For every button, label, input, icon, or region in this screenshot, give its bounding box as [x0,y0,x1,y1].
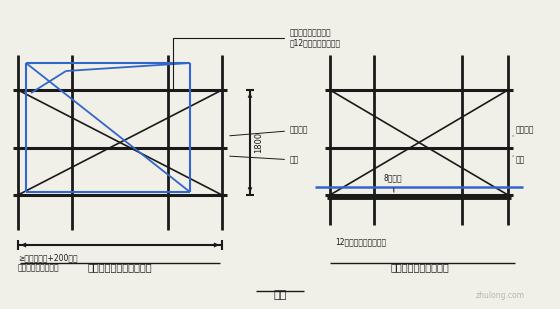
Text: ≥窗洞口尺寸+200，根
据穿墙螺栓位置调节: ≥窗洞口尺寸+200，根 据穿墙螺栓位置调节 [18,253,78,273]
Text: 安全绿网: 安全绿网 [230,125,309,136]
Text: 阳台或落地窗洞口防护: 阳台或落地窗洞口防护 [391,262,449,272]
Text: 钢管: 钢管 [230,155,299,164]
Text: 1800: 1800 [254,132,263,153]
Text: 立杆通过穿墙螺杆洞
用12号铁丝固定于墙体: 立杆通过穿墙螺杆洞 用12号铁丝固定于墙体 [173,28,341,89]
Text: 钢管: 钢管 [513,155,525,164]
Text: 8厚钢板: 8厚钢板 [384,173,403,192]
Text: zhulong.com: zhulong.com [475,291,525,300]
Text: 图四: 图四 [273,290,287,300]
Text: 安全绿网: 安全绿网 [513,125,534,136]
Text: 窗洞口（室内临边）防护: 窗洞口（室内临边）防护 [88,262,152,272]
Text: 12号膨胀螺丝楼板固定: 12号膨胀螺丝楼板固定 [335,237,386,246]
